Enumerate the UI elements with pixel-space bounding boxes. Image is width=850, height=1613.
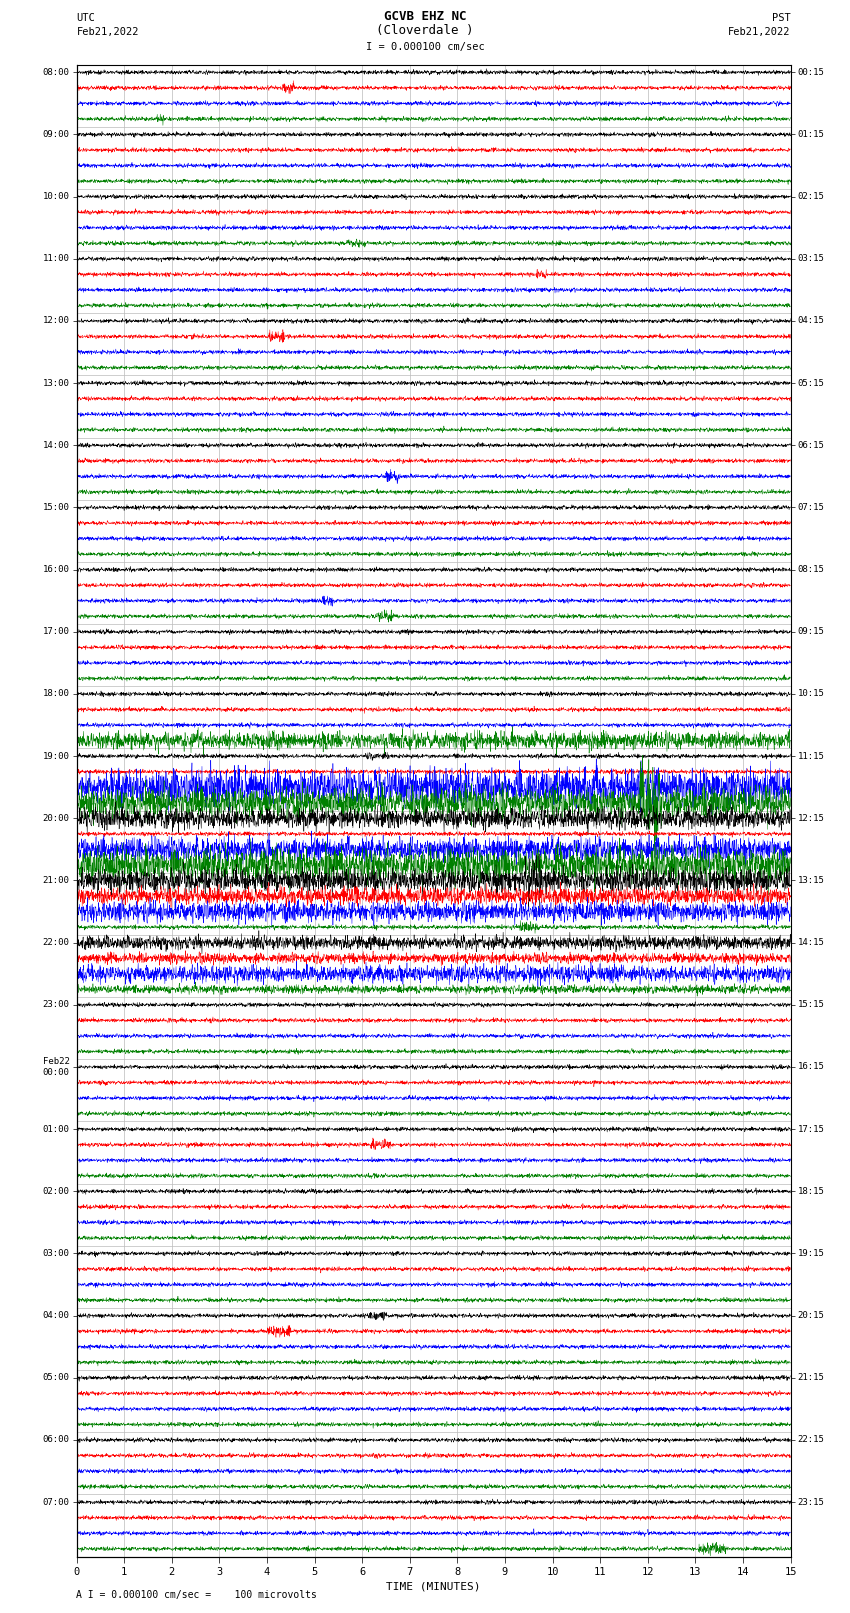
Text: I = 0.000100 cm/sec: I = 0.000100 cm/sec [366, 42, 484, 52]
Text: A I = 0.000100 cm/sec =    100 microvolts: A I = 0.000100 cm/sec = 100 microvolts [76, 1590, 317, 1600]
Text: Feb21,2022: Feb21,2022 [76, 27, 139, 37]
Text: UTC: UTC [76, 13, 95, 23]
Text: GCVB EHZ NC: GCVB EHZ NC [383, 10, 467, 23]
X-axis label: TIME (MINUTES): TIME (MINUTES) [386, 1581, 481, 1590]
Text: PST: PST [772, 13, 791, 23]
Text: (Cloverdale ): (Cloverdale ) [377, 24, 473, 37]
Text: Feb21,2022: Feb21,2022 [728, 27, 791, 37]
